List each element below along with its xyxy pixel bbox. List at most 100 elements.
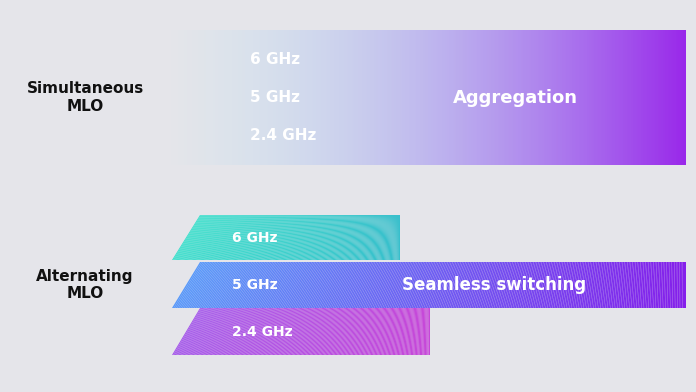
Bar (233, 30, 235, 165)
Bar (597, 30, 599, 165)
Polygon shape (612, 262, 618, 308)
Polygon shape (227, 262, 253, 308)
Bar (499, 30, 500, 165)
Bar (413, 30, 414, 165)
Polygon shape (308, 262, 330, 308)
Bar (643, 30, 644, 165)
Polygon shape (276, 308, 294, 355)
Polygon shape (592, 262, 599, 308)
Polygon shape (594, 262, 600, 308)
Bar (308, 30, 309, 165)
Polygon shape (458, 262, 472, 308)
Bar (281, 30, 283, 165)
Polygon shape (346, 308, 356, 355)
Bar (635, 30, 637, 165)
Polygon shape (189, 215, 216, 260)
Polygon shape (472, 262, 485, 308)
Polygon shape (331, 308, 342, 355)
Polygon shape (623, 262, 628, 308)
Polygon shape (607, 262, 613, 308)
Polygon shape (327, 308, 339, 355)
Bar (177, 30, 179, 165)
Polygon shape (285, 262, 308, 308)
Polygon shape (343, 215, 351, 260)
Polygon shape (336, 262, 357, 308)
Bar (401, 30, 402, 165)
Bar (290, 30, 291, 165)
Bar (342, 30, 343, 165)
Bar (206, 30, 207, 165)
Polygon shape (367, 308, 375, 355)
Polygon shape (388, 262, 406, 308)
Polygon shape (302, 308, 317, 355)
Polygon shape (439, 262, 454, 308)
Bar (637, 30, 638, 165)
Polygon shape (287, 262, 310, 308)
Polygon shape (621, 262, 626, 308)
Polygon shape (398, 262, 416, 308)
Polygon shape (327, 215, 337, 260)
Polygon shape (402, 262, 419, 308)
Bar (543, 30, 544, 165)
Polygon shape (393, 262, 411, 308)
Bar (269, 30, 271, 165)
Polygon shape (284, 308, 301, 355)
Bar (526, 30, 528, 165)
Bar (561, 30, 562, 165)
Polygon shape (395, 308, 400, 355)
Polygon shape (187, 262, 216, 308)
Polygon shape (269, 262, 294, 308)
Polygon shape (279, 308, 296, 355)
Bar (319, 30, 321, 165)
Polygon shape (657, 262, 660, 308)
Polygon shape (331, 215, 341, 260)
Polygon shape (276, 215, 292, 260)
Polygon shape (465, 262, 479, 308)
Polygon shape (254, 262, 279, 308)
Polygon shape (427, 308, 429, 355)
Bar (588, 30, 590, 165)
Polygon shape (424, 262, 440, 308)
Polygon shape (540, 262, 550, 308)
Polygon shape (271, 215, 288, 260)
Polygon shape (377, 215, 381, 260)
Polygon shape (264, 215, 282, 260)
Bar (298, 30, 299, 165)
Polygon shape (266, 308, 285, 355)
Polygon shape (669, 262, 672, 308)
Bar (315, 30, 316, 165)
Polygon shape (662, 262, 665, 308)
Polygon shape (602, 262, 608, 308)
Polygon shape (311, 215, 323, 260)
Polygon shape (670, 262, 673, 308)
Polygon shape (360, 215, 366, 260)
Polygon shape (677, 262, 679, 308)
Bar (540, 30, 541, 165)
Bar (304, 30, 306, 165)
Bar (650, 30, 651, 165)
Bar (371, 30, 372, 165)
Polygon shape (189, 308, 216, 355)
Polygon shape (242, 215, 262, 260)
Bar (480, 30, 481, 165)
Polygon shape (464, 262, 477, 308)
Polygon shape (413, 308, 416, 355)
Polygon shape (590, 262, 597, 308)
Bar (180, 30, 182, 165)
Polygon shape (276, 262, 301, 308)
Polygon shape (357, 262, 377, 308)
Polygon shape (340, 215, 348, 260)
Polygon shape (419, 262, 435, 308)
Bar (254, 30, 255, 165)
Polygon shape (269, 308, 287, 355)
Bar (224, 30, 226, 165)
Polygon shape (206, 262, 234, 308)
Bar (634, 30, 635, 165)
Polygon shape (301, 215, 314, 260)
Polygon shape (283, 308, 300, 355)
Polygon shape (381, 308, 388, 355)
Bar (683, 30, 685, 165)
Polygon shape (468, 262, 482, 308)
Bar (594, 30, 596, 165)
Polygon shape (351, 308, 361, 355)
